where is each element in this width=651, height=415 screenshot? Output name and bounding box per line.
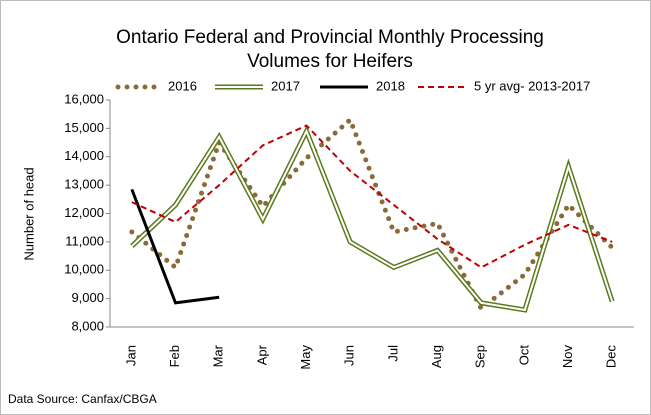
x-tick-label: Jun [342, 345, 357, 366]
x-tick-label: Nov [560, 345, 575, 369]
x-tick-label: Aug [429, 345, 444, 368]
x-tick-label: Feb [167, 345, 182, 367]
x-tick-label: Sep [473, 345, 488, 368]
legend-label: 2018 [376, 78, 405, 93]
series-line-inner [131, 128, 614, 312]
x-tick-label: Dec [604, 345, 619, 369]
x-tick-label: May [298, 345, 313, 370]
y-tick-label: 12,000 [64, 205, 104, 220]
x-tick-label: Jul [385, 345, 400, 362]
series-line [130, 188, 220, 305]
chart-title: Ontario Federal and Provincial Monthly P… [116, 27, 544, 48]
x-tick-label: Mar [211, 344, 226, 367]
x-tick-label: Oct [516, 345, 531, 366]
chart-title: Volumes for Heifers [247, 51, 413, 72]
y-tick-label: 10,000 [64, 262, 104, 277]
series-line [131, 124, 613, 269]
y-axis-label: Number of head [21, 167, 36, 260]
legend-label: 2016 [168, 78, 197, 93]
legend-label: 2017 [271, 78, 300, 93]
y-tick-label: 8,000 [71, 318, 104, 333]
legend-label: 5 yr avg- 2013-2017 [474, 78, 590, 93]
y-tick-label: 13,000 [64, 177, 104, 192]
y-tick-label: 11,000 [65, 233, 104, 248]
y-tick-label: 14,000 [64, 148, 104, 163]
y-tick-label: 9,000 [71, 290, 104, 305]
source-note: Data Source: Canfax/CBGA [8, 392, 157, 406]
x-tick-label: Apr [254, 344, 269, 365]
series-line [129, 115, 615, 313]
x-tick-label: Jan [123, 345, 138, 366]
y-tick-label: 16,000 [64, 91, 104, 106]
y-tick-label: 15,000 [64, 120, 104, 135]
